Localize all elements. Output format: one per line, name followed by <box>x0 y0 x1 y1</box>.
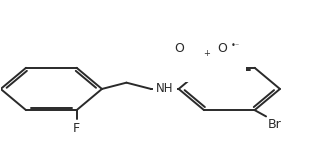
Text: O: O <box>174 42 184 55</box>
Text: N: N <box>196 50 205 63</box>
Text: Br: Br <box>268 118 281 131</box>
Text: •⁻: •⁻ <box>231 41 240 50</box>
Text: NH: NH <box>156 83 174 95</box>
Text: O: O <box>217 42 227 55</box>
Text: +: + <box>203 49 210 58</box>
Text: F: F <box>73 122 80 135</box>
